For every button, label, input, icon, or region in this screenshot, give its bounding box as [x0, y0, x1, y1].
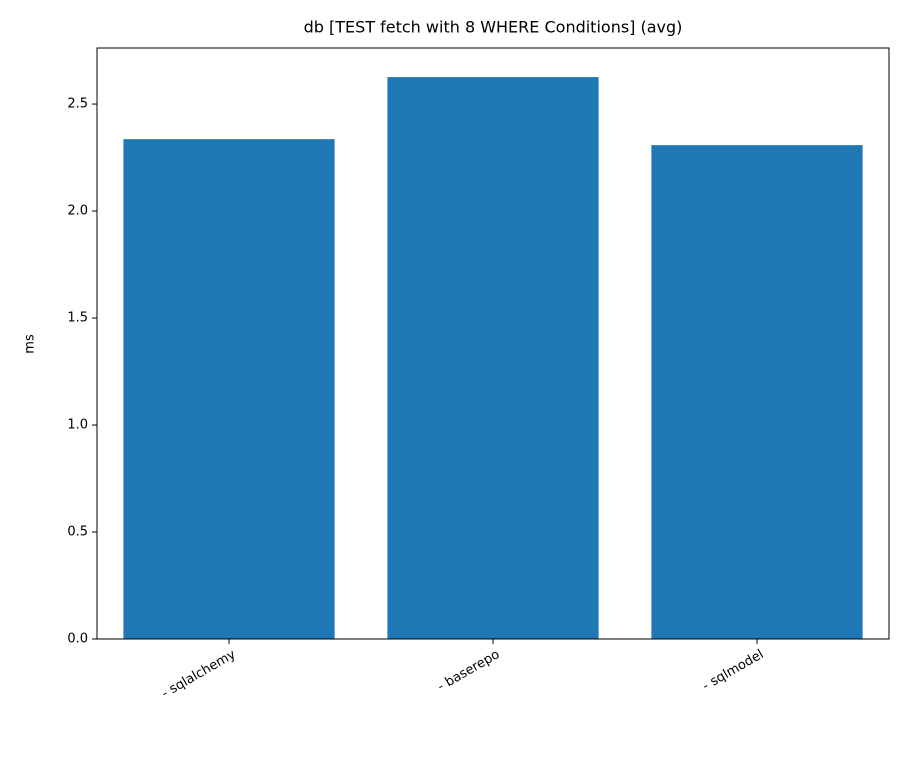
y-tick-label: 2.5	[67, 97, 88, 112]
y-tick-label: 0.0	[67, 632, 88, 647]
chart-title: db [TEST fetch with 8 WHERE Conditions] …	[304, 18, 683, 37]
y-tick-label: 0.5	[67, 525, 88, 540]
y-tick-label: 1.5	[67, 311, 88, 326]
bar	[387, 77, 599, 640]
plot-frame	[96, 47, 890, 640]
y-tick-label: 1.0	[67, 418, 88, 433]
bar	[651, 145, 863, 639]
y-axis-label: ms	[23, 334, 38, 354]
bar	[123, 139, 335, 640]
y-tick-label: 2.0	[67, 204, 88, 219]
